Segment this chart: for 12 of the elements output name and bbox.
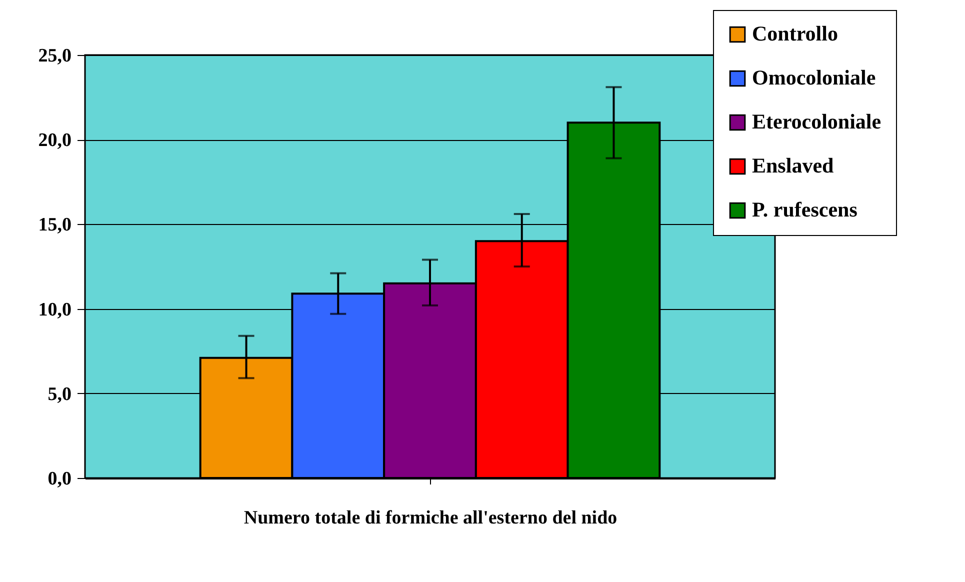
- y-tick-label: 20,0: [38, 130, 72, 152]
- y-tick-label: 25,0: [38, 46, 72, 66]
- y-tick-label: 5,0: [48, 384, 72, 405]
- legend-label: Omocoloniale: [752, 66, 876, 90]
- legend-label: Eterocoloniale: [752, 110, 882, 134]
- y-tick-label: 10,0: [38, 299, 72, 320]
- x-axis-title: Numero totale di formiche all'esterno del nido: [244, 508, 618, 528]
- y-tick-label: 0,0: [48, 468, 72, 490]
- legend-label: Controllo: [752, 22, 838, 46]
- legend-label: Enslaved: [752, 154, 834, 178]
- y-tick-label: 15,0: [38, 214, 72, 236]
- legend-label: P. rufescens: [752, 198, 858, 222]
